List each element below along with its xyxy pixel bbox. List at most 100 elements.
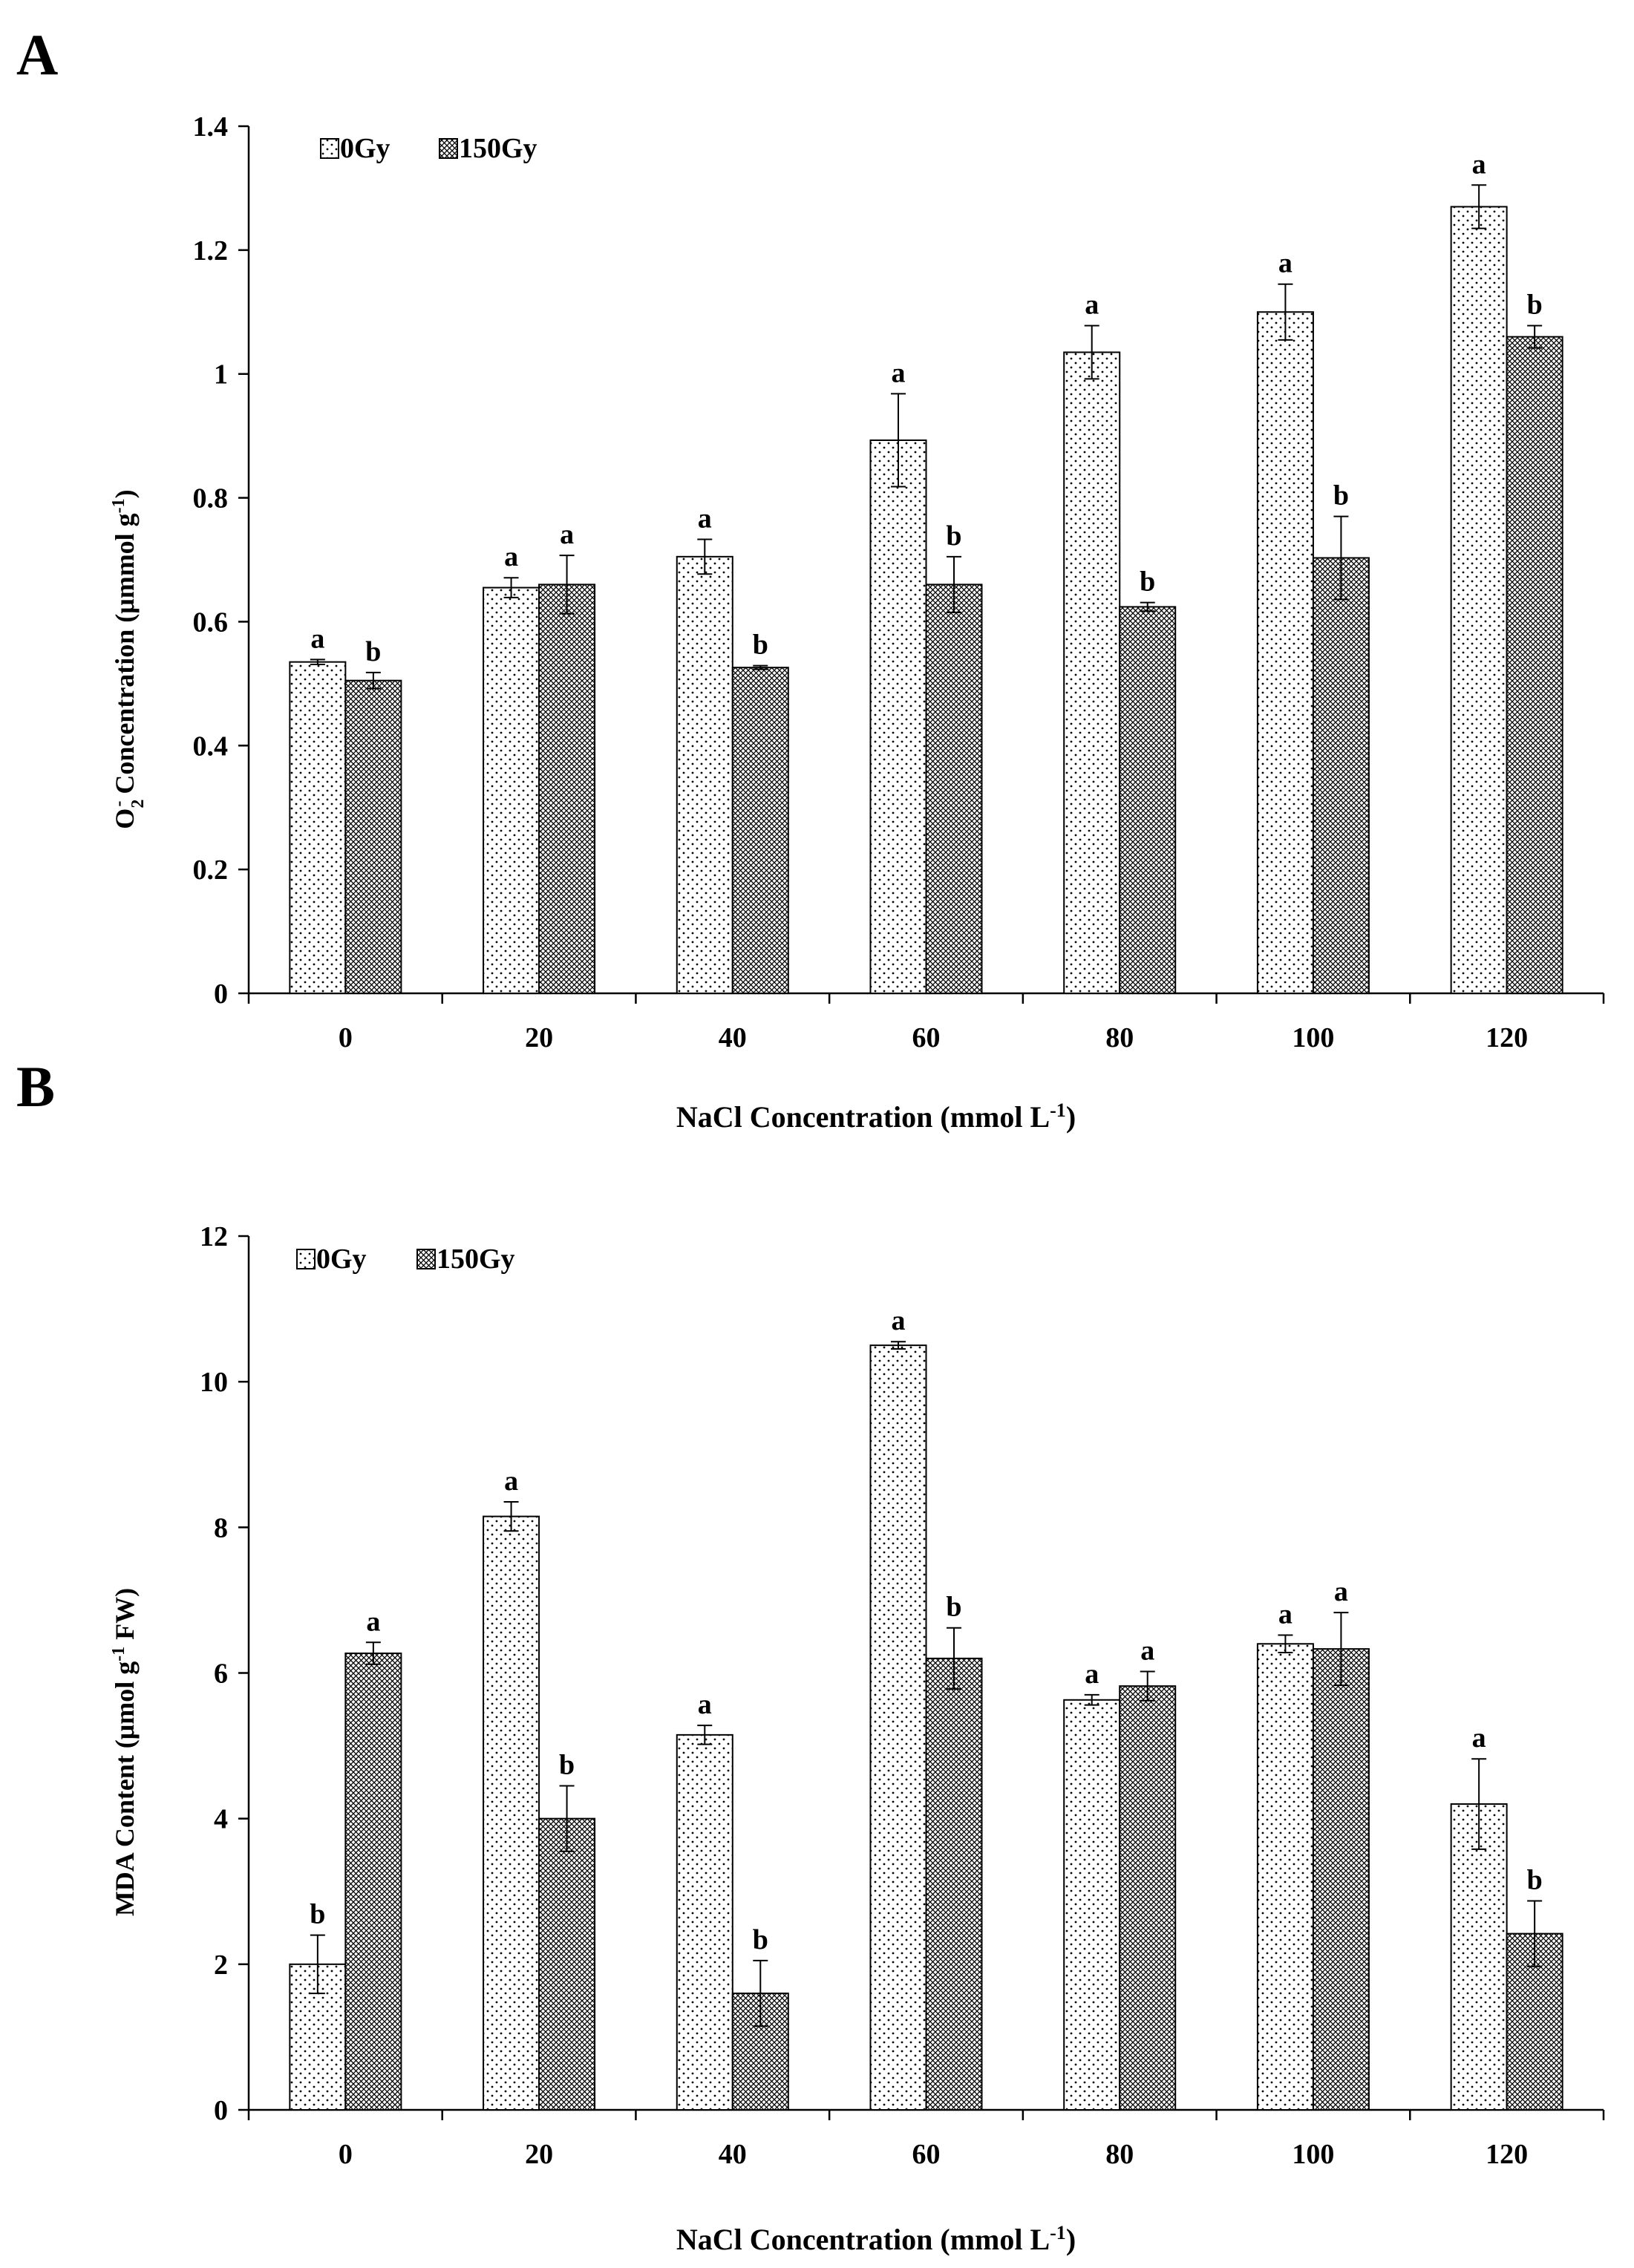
- significance-letter: a: [366, 1606, 380, 1637]
- x-tick-label: 120: [1486, 2139, 1528, 2170]
- significance-letter: b: [1333, 480, 1349, 512]
- bar-0gy: [483, 586, 540, 994]
- bar-0gy: [1256, 311, 1314, 994]
- bar-0gy: [1063, 1699, 1121, 2111]
- y-tick-label: 1.2: [193, 235, 229, 267]
- significance-letter: a: [1085, 1658, 1099, 1690]
- y-axis-label: MDA Content (μmol g-1 FW): [109, 1588, 140, 1916]
- x-tick-label: 20: [525, 1022, 553, 1053]
- legend: 0Gy 150Gy: [320, 133, 537, 164]
- legend-swatch-150gy: [439, 138, 458, 159]
- significance-letter: a: [1278, 1598, 1293, 1630]
- significance-letter: a: [504, 1465, 518, 1497]
- bar-0gy: [869, 439, 927, 994]
- x-tick-label: 40: [719, 1022, 747, 1053]
- x-tick-label: 20: [525, 2139, 553, 2170]
- bar-0gy: [483, 1515, 540, 2111]
- significance-letter: a: [310, 623, 324, 654]
- panel-a: A 0Gy 150Gy 0 0.2 0.4 0.6 0.8 1 1.2 1.4 0 a b 20 a a 4…: [16, 22, 1605, 1134]
- x-tick-label: 80: [1105, 1022, 1134, 1053]
- panel-b: B 0Gy 150Gy 0246810120ba20ab40ab60ab80aa…: [16, 1054, 1605, 2257]
- y-tick-label: 0.4: [193, 731, 229, 762]
- y-tick-label: 8: [214, 1512, 228, 1543]
- significance-letter: b: [753, 1924, 768, 1955]
- y-tick-label: 0.6: [193, 607, 229, 638]
- y-tick-label: 0.2: [193, 854, 229, 886]
- bar-0gy: [869, 1344, 927, 2111]
- bar-150gy: [925, 584, 983, 994]
- y-tick-label: 4: [214, 1804, 228, 1835]
- significance-letter: a: [504, 541, 518, 572]
- x-tick-label: 60: [912, 1022, 941, 1053]
- bar-150gy: [1119, 606, 1177, 994]
- x-tick-label: 120: [1486, 1022, 1528, 1053]
- legend-label-150gy: 150Gy: [459, 133, 537, 164]
- bar-150gy: [731, 667, 789, 994]
- bar-150gy: [538, 1817, 596, 2111]
- x-axis-label: NaCl Concentration (mmol L-1): [676, 1099, 1076, 1134]
- bar-0gy: [1450, 1803, 1508, 2111]
- significance-letter: a: [1472, 148, 1486, 180]
- x-tick-label: 0: [339, 1022, 353, 1053]
- bar-150gy: [1506, 336, 1563, 994]
- bar-0gy: [289, 661, 347, 995]
- significance-letter: a: [892, 357, 906, 388]
- x-axis-label: NaCl Concentration (mmol L-1): [676, 2222, 1076, 2257]
- y-tick-label: 0: [214, 978, 228, 1010]
- significance-letter: b: [1527, 1865, 1543, 1896]
- panel-label: A: [16, 22, 58, 87]
- y-tick-label: 0.8: [193, 483, 229, 514]
- x-tick-label: 100: [1292, 1022, 1334, 1053]
- bar-150gy: [538, 584, 596, 994]
- x-tick-label: 0: [339, 2139, 353, 2170]
- legend-swatch-0gy: [296, 1249, 316, 1269]
- significance-letter: a: [1472, 1722, 1486, 1754]
- significance-letter: b: [753, 630, 768, 661]
- significance-letter: a: [698, 1689, 712, 1720]
- x-tick-label: 80: [1105, 2139, 1134, 2170]
- legend-swatch-0gy: [320, 138, 339, 159]
- legend-swatch-150gy: [416, 1249, 436, 1269]
- x-tick-label: 100: [1292, 2139, 1334, 2170]
- significance-letter: b: [946, 520, 961, 552]
- x-tick-label: 40: [719, 2139, 747, 2170]
- significance-letter: a: [1278, 248, 1293, 279]
- legend-label-150gy: 150Gy: [437, 1244, 515, 1275]
- significance-letter: b: [365, 636, 381, 667]
- legend-label-0gy: 0Gy: [316, 1244, 367, 1275]
- significance-letter: a: [892, 1305, 906, 1336]
- y-tick-label: 0: [214, 2095, 228, 2126]
- significance-letter: a: [560, 519, 574, 550]
- y-tick-label: 1.4: [193, 111, 229, 143]
- bar-0gy: [1063, 351, 1121, 994]
- y-tick-label: 2: [214, 1950, 228, 1981]
- panel-label: B: [16, 1054, 55, 1119]
- y-tick-label: 10: [200, 1367, 228, 1398]
- bar-0gy: [676, 1733, 733, 2111]
- significance-letter: a: [698, 503, 712, 534]
- bar-0gy: [1256, 1643, 1314, 2111]
- x-tick-label: 60: [912, 2139, 941, 2170]
- bar-0gy: [676, 555, 733, 994]
- bar-150gy: [1312, 1648, 1370, 2111]
- bar-150gy: [344, 1653, 402, 2111]
- plot-area: 0 0.2 0.4 0.6 0.8 1 1.2 1.4 0 a b 20 a a 40 a b 60 a b 80 a b 1…: [193, 111, 1605, 1053]
- significance-letter: a: [1085, 290, 1099, 321]
- y-tick-label: 12: [200, 1221, 228, 1252]
- bar-150gy: [1312, 557, 1370, 994]
- significance-letter: a: [1140, 1635, 1154, 1667]
- significance-letter: a: [1334, 1576, 1348, 1607]
- significance-letter: b: [946, 1592, 961, 1623]
- legend-label-0gy: 0Gy: [340, 133, 390, 164]
- bar-0gy: [1450, 206, 1508, 994]
- significance-letter: b: [1527, 290, 1543, 321]
- significance-letter: b: [310, 1899, 325, 1930]
- bar-150gy: [1119, 1685, 1177, 2111]
- y-tick-label: 1: [214, 359, 228, 390]
- bar-150gy: [925, 1657, 983, 2111]
- y-tick-label: 6: [214, 1658, 228, 1690]
- bar-150gy: [344, 679, 402, 995]
- y-axis-label: O2- Concentration (μmmol g-1): [109, 489, 148, 829]
